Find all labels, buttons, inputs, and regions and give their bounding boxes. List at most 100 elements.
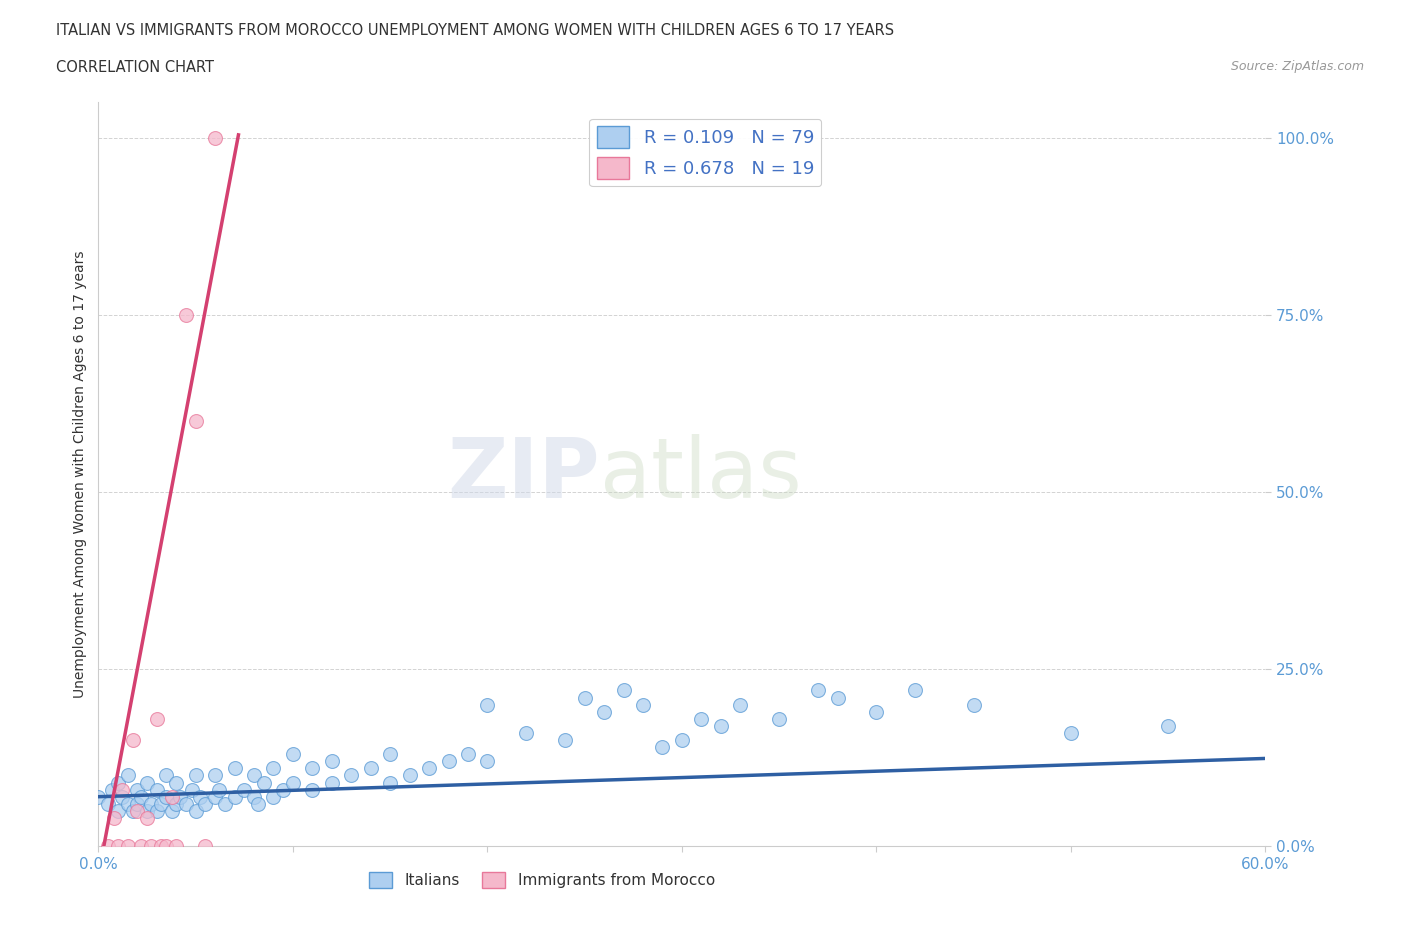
- Point: [117, 796, 139, 811]
- Point: [253, 775, 276, 790]
- Text: CORRELATION CHART: CORRELATION CHART: [56, 60, 214, 75]
- Text: ZIP: ZIP: [447, 433, 600, 515]
- Point: [107, 804, 129, 818]
- Point: [224, 790, 246, 804]
- Point: [146, 711, 169, 726]
- Point: [129, 790, 152, 804]
- Text: ITALIAN VS IMMIGRANTS FROM MOROCCO UNEMPLOYMENT AMONG WOMEN WITH CHILDREN AGES 6: ITALIAN VS IMMIGRANTS FROM MOROCCO UNEMP…: [56, 23, 894, 38]
- Point: [321, 754, 343, 769]
- Point: [437, 754, 460, 769]
- Point: [865, 704, 887, 719]
- Point: [149, 796, 172, 811]
- Point: [165, 796, 187, 811]
- Point: [710, 718, 733, 733]
- Point: [378, 747, 402, 762]
- Point: [768, 711, 790, 726]
- Point: [111, 782, 134, 797]
- Point: [204, 130, 226, 145]
- Point: [139, 796, 162, 811]
- Point: [631, 698, 654, 712]
- Point: [97, 839, 120, 854]
- Point: [165, 775, 187, 790]
- Point: [146, 804, 169, 818]
- Point: [184, 804, 207, 818]
- Point: [180, 782, 202, 797]
- Point: [127, 804, 149, 818]
- Point: [162, 790, 184, 804]
- Point: [101, 782, 124, 797]
- Point: [214, 796, 236, 811]
- Point: [398, 768, 420, 783]
- Point: [127, 782, 149, 797]
- Point: [477, 698, 499, 712]
- Point: [155, 790, 177, 804]
- Point: [194, 796, 217, 811]
- Point: [139, 839, 162, 854]
- Point: [827, 690, 849, 705]
- Point: [107, 839, 129, 854]
- Point: [554, 733, 576, 748]
- Text: Source: ZipAtlas.com: Source: ZipAtlas.com: [1230, 60, 1364, 73]
- Point: [301, 761, 323, 776]
- Point: [155, 839, 177, 854]
- Point: [117, 839, 139, 854]
- Point: [1060, 725, 1083, 740]
- Point: [477, 754, 499, 769]
- Point: [612, 683, 634, 698]
- Point: [360, 761, 382, 776]
- Point: [136, 775, 159, 790]
- Point: [184, 414, 207, 429]
- Point: [122, 733, 145, 748]
- Point: [378, 775, 402, 790]
- Point: [593, 704, 616, 719]
- Point: [262, 790, 284, 804]
- Point: [962, 698, 984, 712]
- Point: [281, 775, 304, 790]
- Point: [904, 683, 927, 698]
- Point: [243, 768, 266, 783]
- Point: [97, 796, 120, 811]
- Point: [117, 768, 139, 783]
- Point: [243, 790, 266, 804]
- Point: [574, 690, 596, 705]
- Point: [149, 839, 172, 854]
- Point: [127, 796, 149, 811]
- Point: [418, 761, 440, 776]
- Point: [515, 725, 537, 740]
- Point: [184, 768, 207, 783]
- Point: [194, 839, 217, 854]
- Point: [174, 308, 197, 323]
- Point: [233, 782, 256, 797]
- Point: [162, 804, 184, 818]
- Point: [281, 747, 304, 762]
- Point: [224, 761, 246, 776]
- Point: [1157, 718, 1180, 733]
- Point: [671, 733, 693, 748]
- Point: [188, 790, 211, 804]
- Point: [246, 796, 269, 811]
- Point: [457, 747, 479, 762]
- Point: [807, 683, 830, 698]
- Point: [271, 782, 294, 797]
- Legend: Italians, Immigrants from Morocco: Italians, Immigrants from Morocco: [363, 866, 721, 895]
- Point: [122, 804, 145, 818]
- Point: [129, 839, 152, 854]
- Y-axis label: Unemployment Among Women with Children Ages 6 to 17 years: Unemployment Among Women with Children A…: [73, 250, 87, 698]
- Point: [111, 790, 134, 804]
- Point: [730, 698, 752, 712]
- Point: [165, 839, 187, 854]
- Text: atlas: atlas: [600, 433, 801, 515]
- Point: [262, 761, 284, 776]
- Point: [301, 782, 323, 797]
- Point: [107, 775, 129, 790]
- Point: [155, 768, 177, 783]
- Point: [340, 768, 363, 783]
- Point: [136, 811, 159, 826]
- Point: [174, 796, 197, 811]
- Point: [146, 782, 169, 797]
- Point: [204, 790, 226, 804]
- Point: [690, 711, 713, 726]
- Point: [208, 782, 231, 797]
- Point: [204, 768, 226, 783]
- Point: [136, 804, 159, 818]
